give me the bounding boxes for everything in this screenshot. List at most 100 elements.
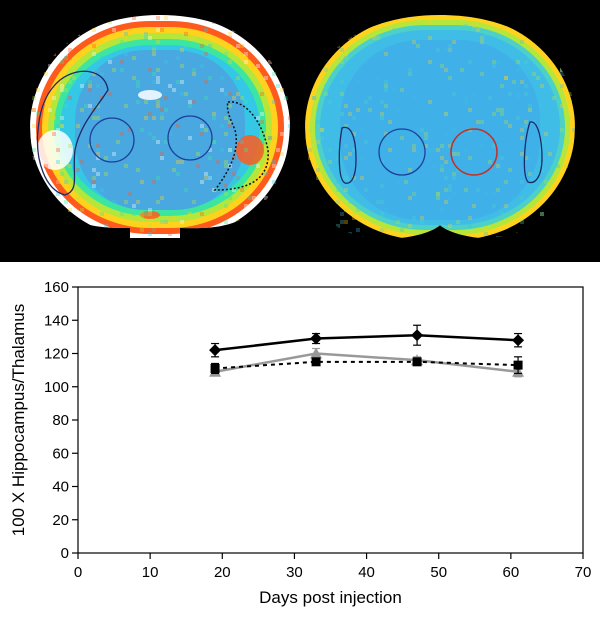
right-slice-pixel [400,228,404,232]
right-slice-pixel [444,176,448,180]
data-point [209,344,222,357]
right-slice-pixel [376,76,380,80]
right-slice-pixel [312,56,316,60]
right-slice-pixel [496,60,500,64]
left-slice-pixel [180,92,184,96]
left-slice-pixel [280,224,284,228]
left-slice-pixel [36,204,40,208]
left-slice-pixel [272,208,276,212]
right-slice-pixel [344,56,348,60]
data-point [310,347,323,359]
left-slice-pixel [176,80,180,84]
left-slice-pixel [76,32,80,36]
left-slice-pixel [52,224,56,228]
right-slice-pixel [428,236,432,238]
right-slice-pixel [500,112,504,116]
left-slice-pixel [176,56,180,60]
left-slice-pixel [72,224,76,228]
left-slice-pixel [68,48,72,52]
right-slice-pixel [564,200,568,204]
right-slice-pixel [364,188,368,192]
left-slice-pixel [88,104,92,108]
left-slice-pixel [212,116,216,120]
right-slice-pixel [376,200,380,204]
left-slice-pixel [32,68,36,72]
left-slice-pixel [112,200,116,204]
right-slice-pixel [464,188,468,192]
left-slice-pixel [80,176,84,180]
left-slice-pixel [156,16,160,20]
right-slice-pixel [308,156,312,160]
left-slice-pixel [100,72,104,76]
right-slice-pixel [524,156,528,160]
left-slice-pixel [280,52,284,56]
right-slice-pixel [408,196,412,200]
left-slice-pixel [156,80,160,84]
left-slice-pixel [224,132,228,136]
right-slice-pixel [316,28,320,32]
line-chart: 0 10 20 30 40 50 60 70 0 20 40 60 80 100 120 140 160 Da… [9,279,591,607]
right-slice-pixel [512,20,516,24]
right-slice-pixel [520,180,524,184]
right-slice-pixel [492,112,496,116]
left-slice-pixel [264,196,268,200]
right-slice-pixel [408,72,412,76]
left-slice-pixel [268,40,272,44]
left-slice-pixel [140,128,144,132]
right-slice-pixel [528,236,532,238]
right-slice-pixel [556,164,560,168]
left-slice-pixel [260,92,264,96]
right-slice-pixel [412,96,416,100]
right-slice-pixel [440,156,444,160]
left-slice-pixel [184,92,188,96]
left-slice-pixel [172,216,176,220]
left-slice-pixel [56,148,60,152]
right-slice-pixel [528,108,532,112]
right-slice-pixel [424,136,428,140]
right-roi-circle [450,128,498,176]
left-slice-pixel [284,96,288,100]
left-slice-pixel [212,20,216,24]
right-slice-pixel [444,32,448,36]
right-slice-pixel [324,68,328,72]
left-slice-pixel [156,28,160,32]
right-slice-pixel [520,40,524,44]
left-slice-pixel [36,192,40,196]
right-slice-pixel [500,156,504,160]
left-slice-pixel [224,92,228,96]
left-slice-pixel [188,212,192,216]
right-slice-pixel [364,100,368,104]
left-slice-pixel [288,124,290,128]
left-slice-pixel [108,20,112,24]
left-slice-pixel [256,164,260,168]
left-slice-pixel [176,160,180,164]
left-slice-pixel [192,72,196,76]
left-slice-pixel [124,36,128,40]
right-slice-pixel [336,180,340,184]
right-slice-pixel [480,72,484,76]
right-slice-pixel [516,68,520,72]
left-slice-pixel [56,180,60,184]
right-slice-pixel [524,60,528,64]
right-slice-pixel [452,128,456,132]
y-tick-label: 160 [44,279,69,296]
left-slice-pixel [80,84,84,88]
left-slice-pixel [112,152,116,156]
left-slice-pixel [272,160,276,164]
x-tick-label: 20 [214,564,231,581]
left-slice-pixel [180,64,184,68]
data-point [412,357,422,367]
left-slice-pixel [68,208,72,212]
left-slice-pixel [36,64,40,68]
left-slice-pixel [136,200,140,204]
left-slice-pixel [92,180,96,184]
right-slice-pixel [436,48,440,52]
left-slice-pixel [204,172,208,176]
left-slice-pixel [228,148,232,152]
right-slice-pixel [324,20,328,24]
x-axis-label: Days post injection [259,588,402,607]
left-slice-pixel [236,176,240,180]
left-slice-pixel [148,68,152,72]
right-slice-pixel [340,60,344,64]
y-tick-label: 80 [52,412,69,429]
